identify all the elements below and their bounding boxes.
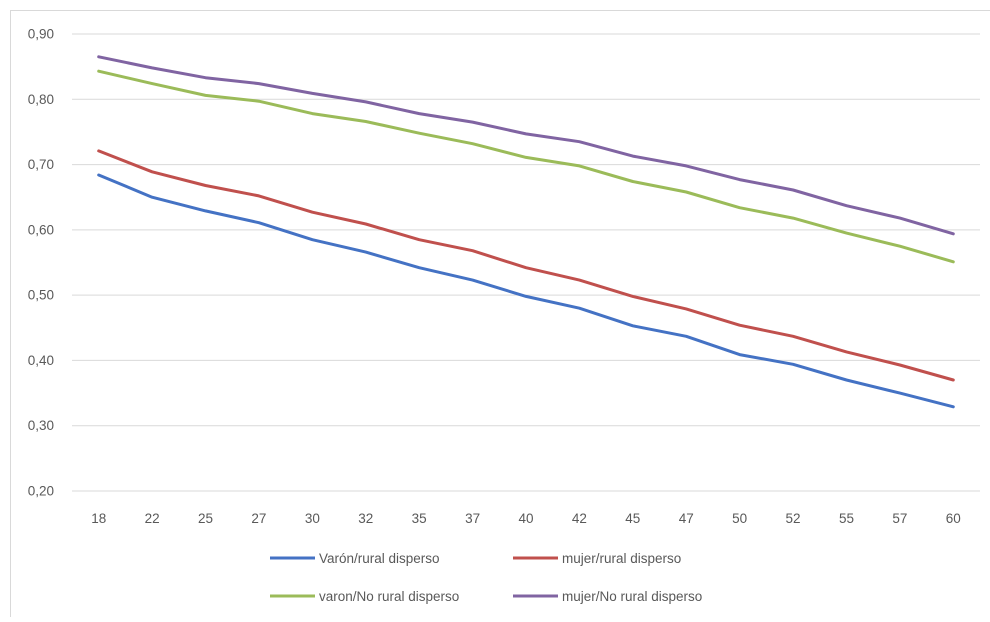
x-tick-label: 45 xyxy=(625,511,640,526)
x-tick-label: 30 xyxy=(305,511,320,526)
x-tick-label: 42 xyxy=(572,511,587,526)
legend-label-3: varon/No rural disperso xyxy=(319,589,459,604)
gridlines xyxy=(72,33,980,492)
y-tick-label: 0,40 xyxy=(28,353,54,368)
y-tick-label: 0,60 xyxy=(28,222,54,237)
x-axis-ticks: 18 22 25 27 30 32 35 37 40 42 45 47 50 52 55 57 60 xyxy=(91,511,961,526)
x-tick-label: 22 xyxy=(145,511,160,526)
legend-label-1: Varón/rural disperso xyxy=(319,551,440,566)
y-tick-label: 0,20 xyxy=(28,484,54,499)
x-tick-label: 25 xyxy=(198,511,213,526)
x-tick-label: 50 xyxy=(732,511,747,526)
x-tick-label: 35 xyxy=(412,511,427,526)
x-tick-label: 60 xyxy=(946,511,961,526)
series-line-4 xyxy=(97,55,955,236)
x-tick-label: 18 xyxy=(91,511,106,526)
x-tick-label: 55 xyxy=(839,511,854,526)
chart-frame-top xyxy=(10,10,990,11)
chart-frame-left xyxy=(10,10,11,617)
y-tick-label: 0,90 xyxy=(28,27,54,42)
legend: Varón/rural disperso mujer/rural disperso… xyxy=(270,551,702,604)
series-line-2 xyxy=(97,149,955,382)
x-tick-label: 47 xyxy=(679,511,694,526)
x-tick-label: 37 xyxy=(465,511,480,526)
y-axis-ticks: 0,20 0,30 0,40 0,50 0,60 0,70 0,80 0,90 xyxy=(28,27,54,499)
y-tick-label: 0,30 xyxy=(28,418,54,433)
series-line-3 xyxy=(97,69,955,264)
y-tick-label: 0,50 xyxy=(28,288,54,303)
x-tick-label: 27 xyxy=(251,511,266,526)
y-tick-label: 0,70 xyxy=(28,157,54,172)
series-lines xyxy=(97,55,955,409)
x-tick-label: 40 xyxy=(518,511,533,526)
legend-label-4: mujer/No rural disperso xyxy=(562,589,702,604)
legend-label-2: mujer/rural disperso xyxy=(562,551,681,566)
y-tick-label: 0,80 xyxy=(28,92,54,107)
x-tick-label: 52 xyxy=(786,511,801,526)
series-line-1 xyxy=(97,173,955,409)
x-tick-label: 32 xyxy=(358,511,373,526)
x-tick-label: 57 xyxy=(892,511,907,526)
